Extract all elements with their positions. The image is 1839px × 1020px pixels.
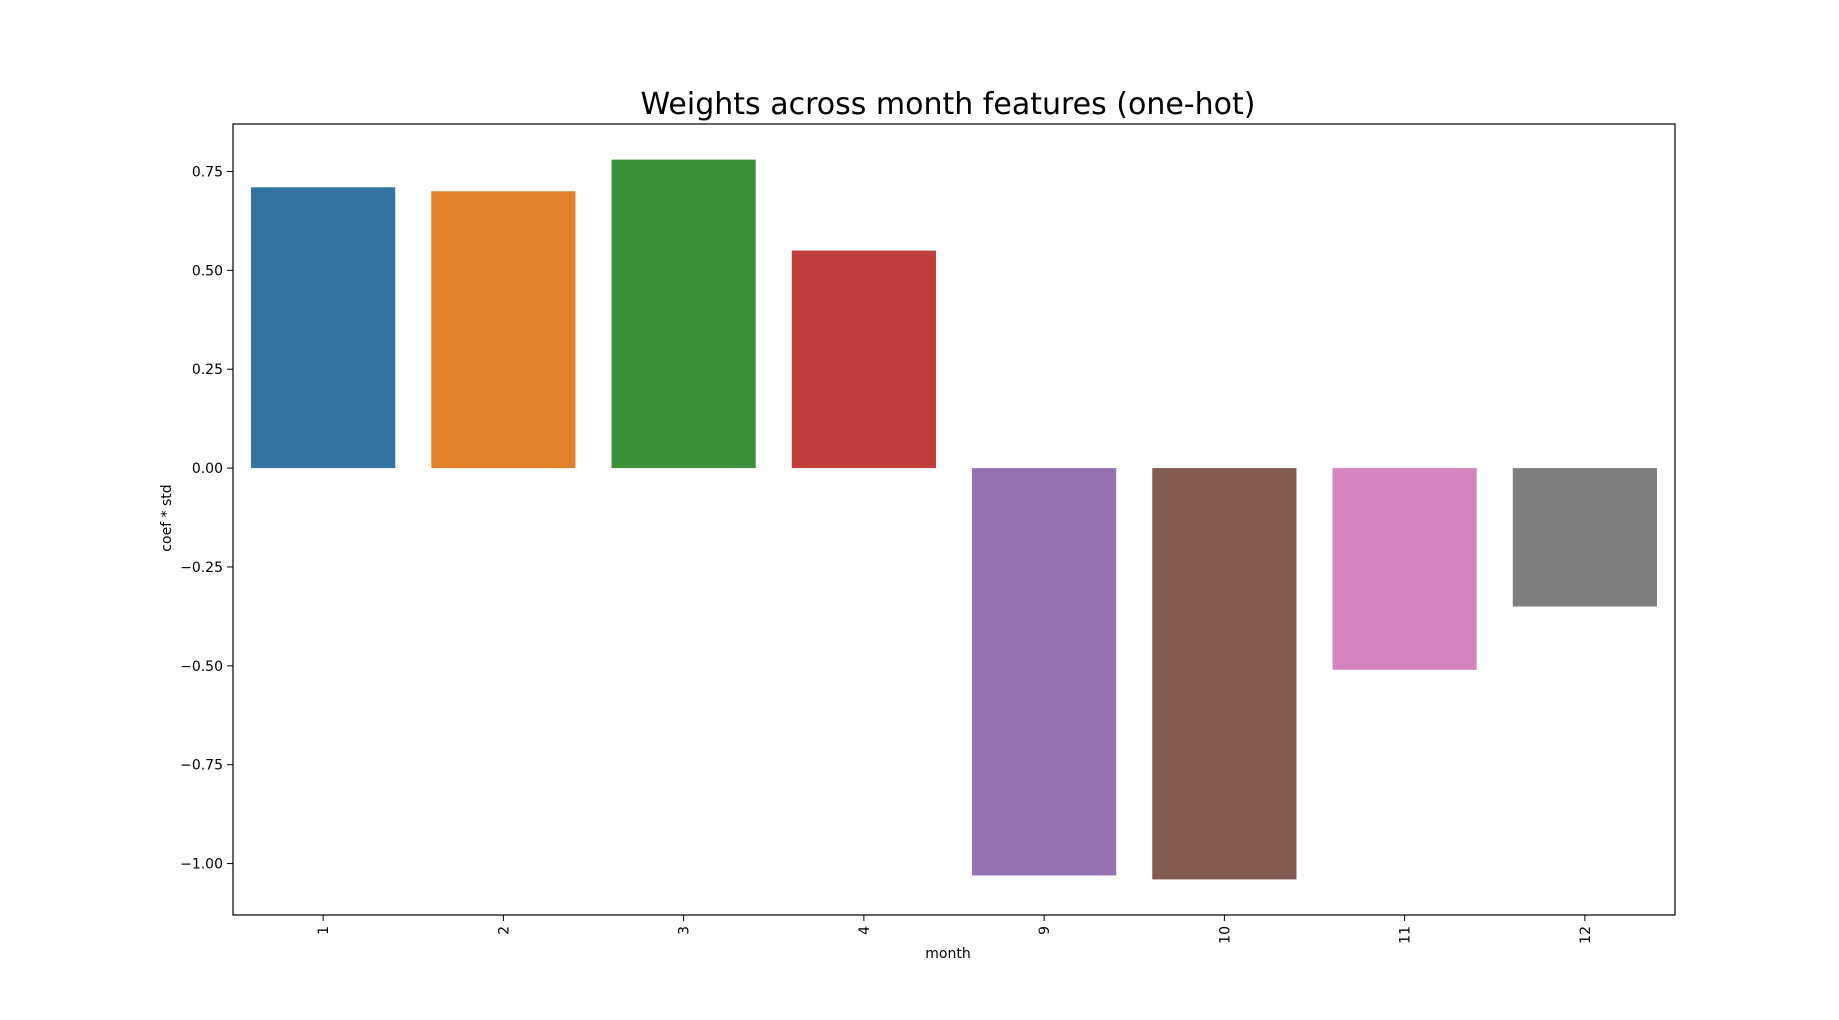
x-tick-label: 11 [1398, 926, 1414, 944]
x-tick-label: 10 [1217, 926, 1233, 944]
bar-month-3 [611, 159, 756, 469]
bar-month-1 [251, 187, 396, 469]
bar-month-4 [791, 250, 936, 469]
bar-month-12 [1512, 468, 1657, 607]
x-axis: 1 2 3 4 9 10 11 12 [316, 915, 1594, 944]
y-tick-label: −1.00 [180, 857, 223, 873]
y-tick-label: 0.50 [192, 263, 223, 279]
y-tick-label: −0.25 [180, 560, 223, 576]
bar-month-11 [1332, 468, 1477, 670]
y-axis: −1.00 −0.75 −0.50 −0.25 0.00 0.25 0.50 0.75 [180, 164, 233, 873]
chart-title: Weights across month features (one-hot) [641, 87, 1256, 122]
bar-month-2 [431, 191, 576, 469]
x-tick-label: 4 [857, 926, 873, 935]
x-tick-label: 1 [316, 926, 332, 935]
plot-frame [232, 123, 1676, 916]
x-tick-label: 9 [1037, 926, 1053, 935]
x-tick-label: 2 [496, 926, 512, 935]
y-axis-label: coef * std [159, 484, 175, 551]
x-tick-label: 3 [677, 926, 693, 935]
x-axis-label: month [925, 946, 970, 962]
y-tick-label: −0.75 [180, 758, 223, 774]
y-tick-label: 0.25 [192, 362, 223, 378]
y-tick-label: 0.75 [192, 164, 223, 180]
bar-month-10 [1152, 468, 1297, 880]
y-tick-label: −0.50 [180, 659, 223, 675]
bar-month-9 [972, 468, 1117, 876]
y-tick-label: 0.00 [192, 461, 223, 477]
x-tick-label: 12 [1578, 926, 1594, 944]
bars-group [251, 159, 1657, 880]
